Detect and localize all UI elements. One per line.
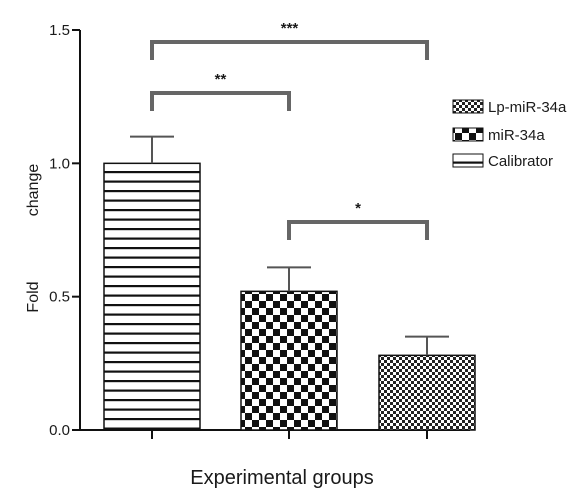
x-tick-group — [151, 430, 428, 439]
y-tick-label-1: 0.5 — [49, 289, 70, 306]
significance-label-0: ** — [215, 71, 227, 88]
y-tick-label-0: 0.0 — [49, 422, 70, 439]
legend-label-calibrator: Calibrator — [488, 153, 553, 170]
legend-label-lp-mir-34a: Lp-miR-34a — [488, 99, 567, 116]
error-bar-group — [130, 135, 449, 356]
legend: Lp-miR-34a miR-34a Calibrator — [452, 99, 567, 170]
bar-mir-34a — [240, 290, 338, 431]
y-tick-label-3: 1.5 — [49, 22, 70, 39]
y-tick-group: 0.0 0.5 1.0 1.5 — [49, 22, 80, 439]
legend-swatch-mir-34a — [452, 127, 484, 142]
significance-label-2: *** — [281, 20, 299, 37]
significance-bracket-0 — [150, 91, 291, 111]
bar-lp-mir-34a — [378, 354, 476, 431]
significance-label-1: * — [355, 200, 361, 217]
y-tick-label-2: 1.0 — [49, 155, 70, 172]
x-axis-title: Experimental groups — [190, 467, 373, 489]
significance-bracket-group: ****** — [150, 20, 429, 240]
legend-swatch-calibrator — [452, 153, 484, 168]
significance-bracket-2 — [150, 40, 429, 60]
y-axis-title-fold: Fold — [25, 281, 42, 312]
legend-label-mir-34a: miR-34a — [488, 127, 545, 144]
significance-bracket-1 — [287, 220, 429, 240]
legend-swatch-lp-mir-34a — [452, 99, 484, 114]
y-axis-title-change: change — [25, 164, 42, 217]
bar-calibrator — [103, 162, 201, 431]
bar-group — [103, 162, 476, 431]
